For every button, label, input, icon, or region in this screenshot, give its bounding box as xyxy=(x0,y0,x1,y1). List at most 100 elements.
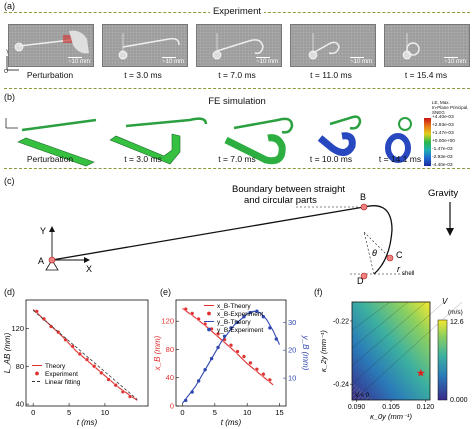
fe-ribbon-5 xyxy=(385,133,411,163)
legend-label: y_B-Experiment xyxy=(217,327,263,334)
data-point-x_B-Experiment xyxy=(190,311,195,316)
experiment-photo-1: ~10 mm xyxy=(8,24,94,67)
legend-label: Theory xyxy=(45,363,66,370)
chart-e-xb-yb-vs-time: 0 5 10 15 0 40 80 120 10 20 30 t (ms) x_B (mm) y_B (m… xyxy=(153,299,310,427)
x-tick-label: 5 xyxy=(67,408,71,417)
data-point-y_B-Experiment xyxy=(209,356,214,361)
data-point-y_B-Experiment xyxy=(248,310,253,315)
negative-velocity-region xyxy=(352,382,374,400)
legend-label: x_B-Experiment xyxy=(217,311,263,318)
caption-a-3: t = 7.0 ms xyxy=(218,70,256,80)
data-point-y_B-Experiment xyxy=(229,326,233,330)
legend-label: Experiment xyxy=(45,371,78,378)
data-point-Experiment xyxy=(113,383,118,388)
data-point-x_B-Experiment xyxy=(267,377,272,382)
legend-label: y_B-Theory xyxy=(217,319,251,326)
contour-line xyxy=(351,301,463,403)
data-point-y_B-Experiment xyxy=(261,315,266,319)
point-a-marker xyxy=(48,256,56,264)
contour-line xyxy=(351,301,391,331)
data-point-y_B-Experiment xyxy=(184,398,188,403)
data-point-Experiment xyxy=(106,377,111,382)
data-point-y_B-Experiment xyxy=(268,326,272,330)
point-d-label: D xyxy=(357,276,364,284)
fe-legend-value: -1.47e-03 xyxy=(432,147,453,152)
series-line-Linear fitting xyxy=(32,310,138,400)
y-tick-label: 40 xyxy=(16,400,24,409)
caption-a-2: t = 3.0 ms xyxy=(124,70,162,80)
fe-ribbon-2 xyxy=(109,133,181,165)
data-point-x_B-Experiment xyxy=(203,321,208,327)
point-c-label: C xyxy=(396,250,403,260)
colorbar-unit: (m/s) xyxy=(448,309,463,316)
panel-label-b: (b) xyxy=(4,92,15,102)
data-point-Experiment xyxy=(70,344,75,349)
data-point-y_B-Experiment xyxy=(235,320,240,325)
gravity-arrow-icon xyxy=(446,228,454,236)
fe-strip-5 xyxy=(398,117,412,131)
x-tick-label: 0.120 xyxy=(417,404,435,411)
data-point-Experiment xyxy=(77,351,82,357)
chart-f-velocity-heatmap: V < 0 0.090 0.105 0.120 -0.22 -0.24 κ_0y (mm⁻¹… xyxy=(319,297,468,421)
legend-label: x_B-Theory xyxy=(217,303,251,310)
theta-label: θ xyxy=(372,248,377,258)
fe-ribbon-3 xyxy=(224,134,286,165)
y-axis-label: L_AB (mm) xyxy=(3,332,12,373)
x-tick-label: 0.105 xyxy=(382,404,400,411)
circular-part-arc xyxy=(363,205,393,275)
caption-a-5: t = 15.4 ms xyxy=(404,70,448,80)
section-heading-fe: FE simulation xyxy=(205,96,269,107)
series-line-y_B-Theory xyxy=(182,310,280,404)
data-point-x_B-Experiment xyxy=(254,367,259,372)
x-tick-label: 0 xyxy=(180,408,184,417)
fe-legend-value: +0.00e+00 xyxy=(432,139,455,144)
fe-strip-1 xyxy=(21,118,97,132)
legend-marker xyxy=(207,327,211,332)
boundary-text-1: Boundary between straight xyxy=(232,184,345,195)
fe-legend-value: +4.40e-03 xyxy=(432,115,454,120)
panel-label-e: (e) xyxy=(160,287,171,297)
experiment-photo-2: ~10 mm xyxy=(102,24,188,67)
x-axis-label: t (ms) xyxy=(221,418,242,427)
data-point-Experiment xyxy=(49,324,54,329)
scale-bar-5: ~10 mm xyxy=(444,57,466,65)
data-point-Experiment xyxy=(120,389,125,394)
fe-simulation-frames xyxy=(5,115,412,167)
fe-strip-4 xyxy=(329,115,362,130)
schematic-axis-x: X xyxy=(86,264,92,274)
data-point-x_B-Experiment xyxy=(235,349,240,354)
scale-bar-2: ~10 mm xyxy=(162,57,184,65)
caption-a-1: Perturbation xyxy=(26,70,74,80)
fe-ribbon-4 xyxy=(317,132,356,156)
data-point-y_B-Experiment xyxy=(242,315,246,319)
fe-legend-value: +2.93e-03 xyxy=(432,123,454,128)
caption-b-1: Perturbation xyxy=(26,154,74,164)
contour-line xyxy=(351,301,409,349)
legend-marker xyxy=(207,311,211,316)
caption-b-3: t = 7.0 ms xyxy=(218,154,256,164)
colorbar-label: V xyxy=(442,297,448,306)
fe-legend-value: -4.40e-03 xyxy=(432,163,453,168)
y-right-tick-label: 20 xyxy=(288,346,296,355)
fe-legend-value: -2.93e-03 xyxy=(432,155,453,160)
experiment-photo-5: ~10 mm xyxy=(384,24,470,67)
data-point-Experiment xyxy=(99,370,104,375)
panel-label-d: (d) xyxy=(4,287,15,297)
plot-frame xyxy=(175,299,287,407)
y-tick-label: 40 xyxy=(166,373,174,382)
y-right-tick-label: 10 xyxy=(288,374,296,383)
fe-ribbon-1 xyxy=(17,137,95,167)
schematic-axis-y: Y xyxy=(40,226,46,236)
data-point-y_B-Experiment xyxy=(222,334,227,338)
fe-strip-3 xyxy=(233,117,294,134)
data-point-x_B-Experiment xyxy=(215,331,221,337)
caption-b-4: t = 10.0 ms xyxy=(309,154,353,164)
r-shell-sub: shell xyxy=(402,271,414,277)
data-point-Experiment xyxy=(84,357,90,362)
data-point-x_B-Experiment xyxy=(228,343,234,348)
scale-bar-1: ~10 mm xyxy=(68,57,90,65)
caption-b-5: t = 14.1 ms xyxy=(378,154,422,164)
data-point-Experiment xyxy=(92,364,97,369)
y-tick-label: 0 xyxy=(170,402,174,411)
y-tick-label: 120 xyxy=(11,324,24,333)
